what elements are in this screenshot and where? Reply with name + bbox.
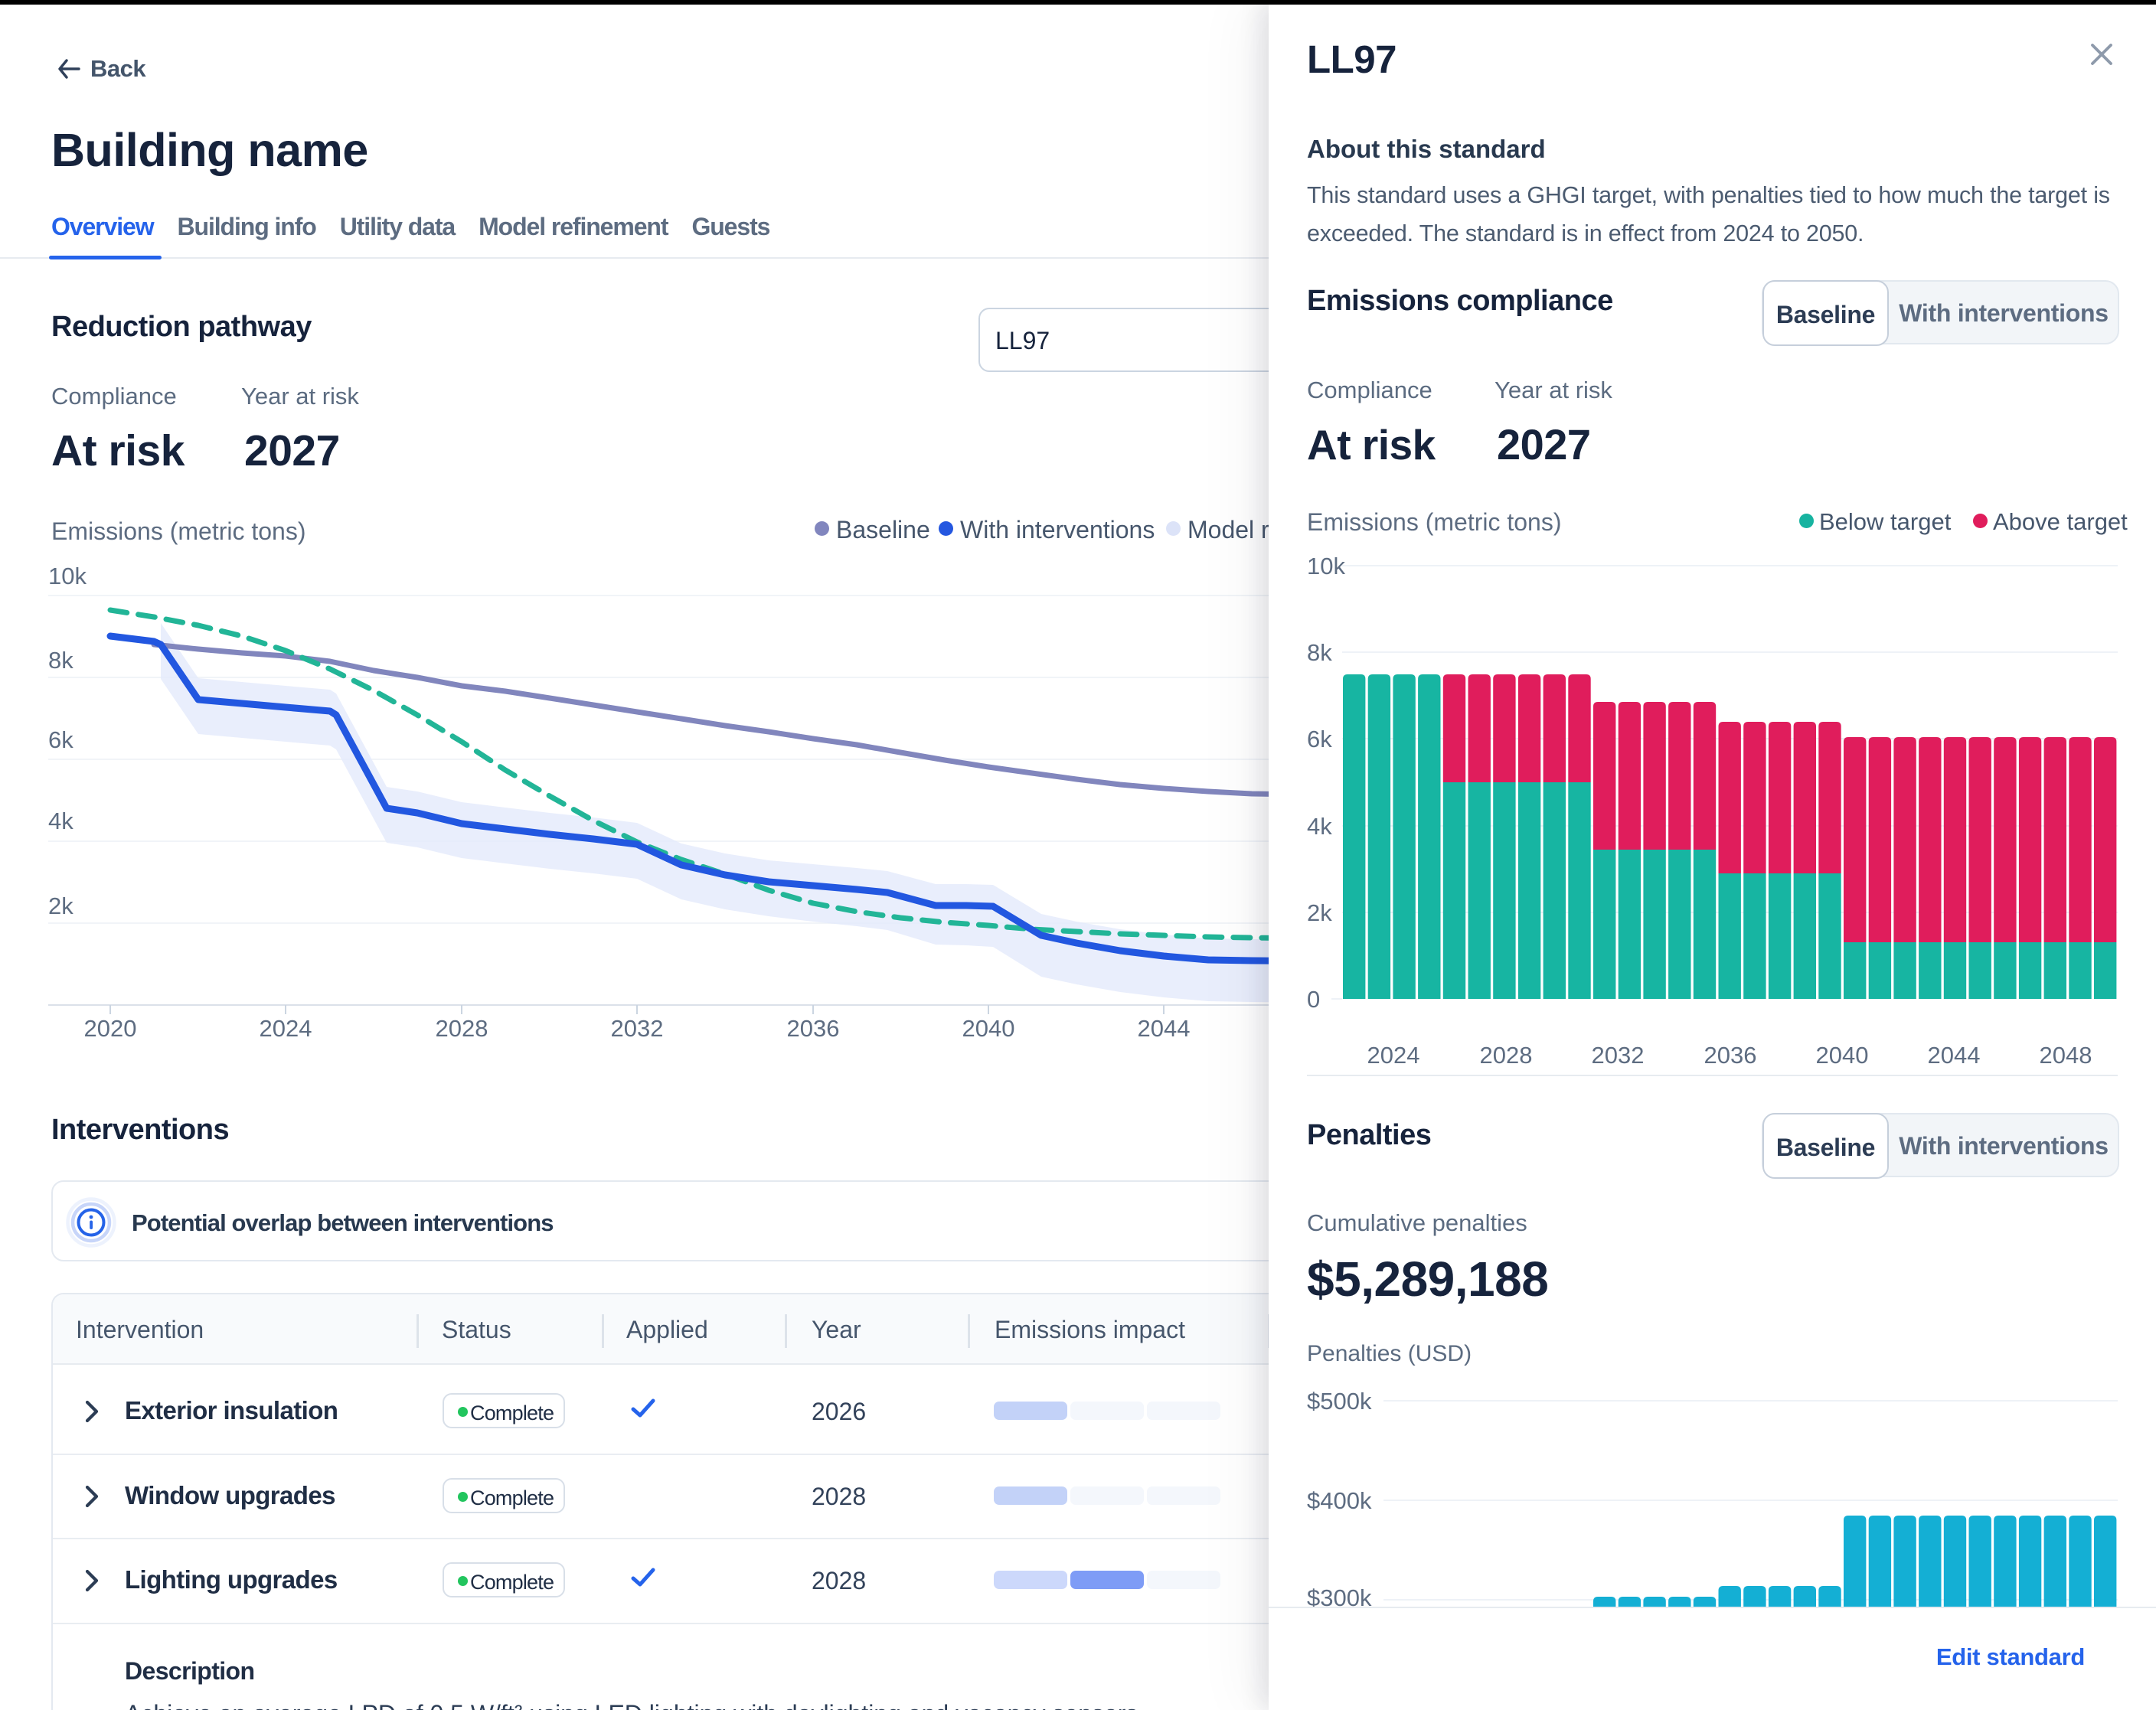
svg-text:2k: 2k xyxy=(48,893,74,919)
svg-text:2028: 2028 xyxy=(1480,1042,1533,1069)
svg-text:2040: 2040 xyxy=(1816,1042,1869,1069)
svg-text:6k: 6k xyxy=(48,726,74,753)
svg-text:0: 0 xyxy=(1307,986,1320,1013)
svg-text:2024: 2024 xyxy=(1367,1042,1420,1069)
svg-text:10k: 10k xyxy=(48,563,87,589)
svg-text:$300k: $300k xyxy=(1307,1584,1372,1607)
svg-text:8k: 8k xyxy=(48,647,74,674)
svg-text:2032: 2032 xyxy=(611,1015,664,1042)
svg-text:10k: 10k xyxy=(1307,553,1345,579)
svg-text:2044: 2044 xyxy=(1138,1015,1191,1042)
svg-text:2036: 2036 xyxy=(787,1015,840,1042)
svg-text:6k: 6k xyxy=(1307,726,1332,752)
svg-text:4k: 4k xyxy=(1307,813,1332,840)
svg-text:2036: 2036 xyxy=(1704,1042,1757,1069)
svg-text:$500k: $500k xyxy=(1307,1388,1372,1415)
svg-text:2024: 2024 xyxy=(260,1015,312,1042)
svg-text:2044: 2044 xyxy=(1928,1042,1981,1069)
svg-text:2028: 2028 xyxy=(436,1015,488,1042)
svg-text:2040: 2040 xyxy=(962,1015,1015,1042)
svg-text:2020: 2020 xyxy=(84,1015,137,1042)
svg-text:4k: 4k xyxy=(48,808,74,834)
svg-text:2048: 2048 xyxy=(2040,1042,2092,1069)
svg-text:8k: 8k xyxy=(1307,639,1332,666)
svg-text:$400k: $400k xyxy=(1307,1487,1372,1514)
svg-text:2k: 2k xyxy=(1307,899,1332,926)
svg-text:2032: 2032 xyxy=(1592,1042,1645,1069)
